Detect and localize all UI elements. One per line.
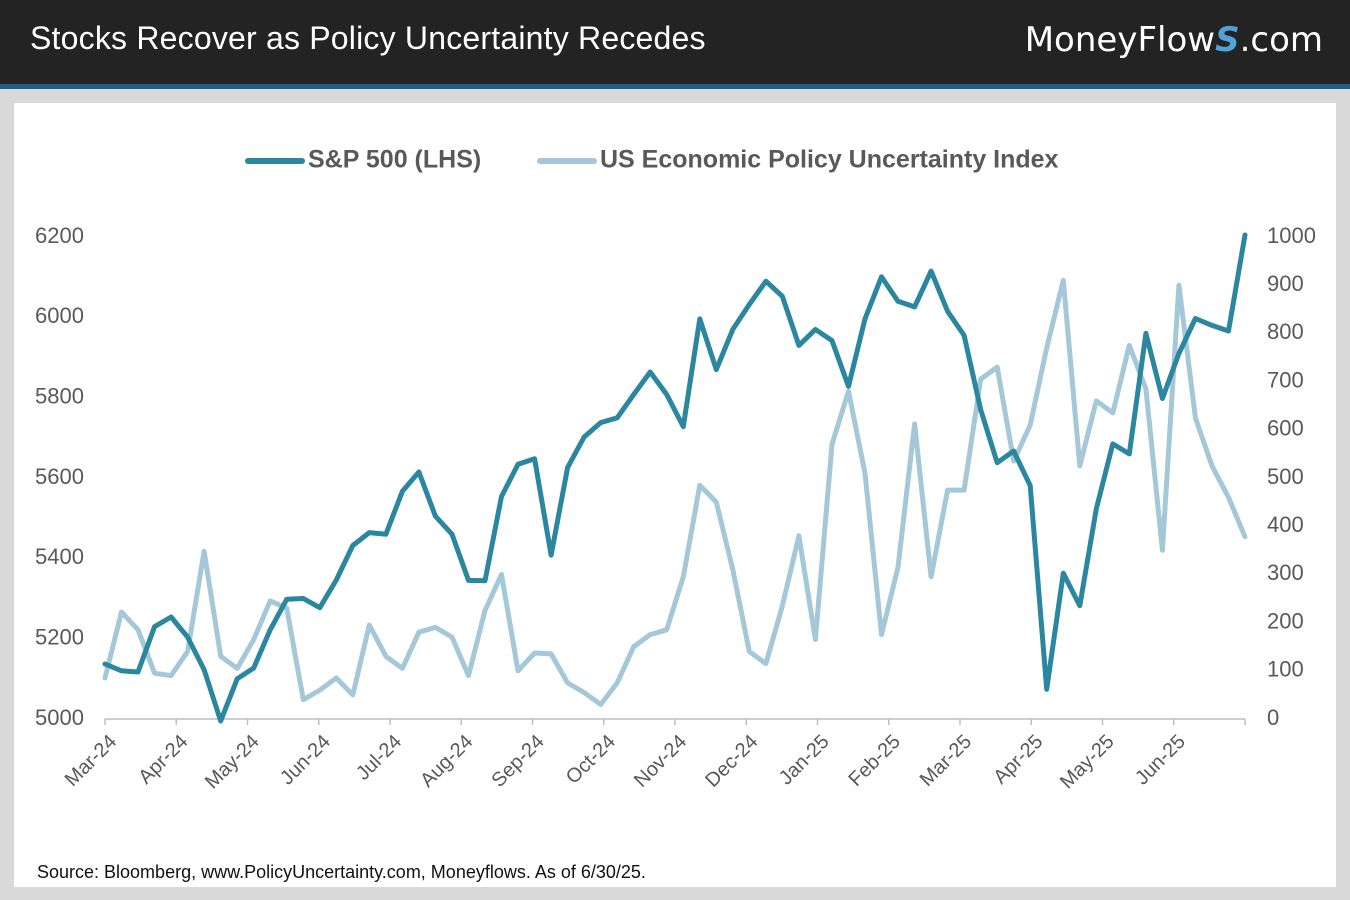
- x-tick-label: Aug-24: [416, 731, 477, 792]
- source-note: Source: Bloomberg, www.PolicyUncertainty…: [37, 862, 646, 882]
- sp500-line: [102, 232, 1248, 724]
- y-right-tick-label: 1000: [1267, 223, 1316, 248]
- y-left-tick-label: 6200: [35, 223, 84, 248]
- x-tick-label: Mar-24: [61, 731, 121, 791]
- y-right-tick-label: 200: [1267, 608, 1304, 633]
- legend-epu-label: US Economic Policy Uncertainty Index: [600, 146, 1059, 174]
- y-left-tick-label: 5400: [35, 544, 84, 569]
- x-tick-label: Apr-24: [134, 731, 192, 789]
- y-left-tick-label: 6000: [35, 303, 84, 328]
- x-tick-label: Oct-24: [562, 731, 620, 789]
- x-tick-label: Dec-24: [701, 731, 762, 792]
- x-tick-label: Jun-24: [276, 731, 335, 790]
- x-tick-label: May-24: [201, 731, 264, 794]
- brand-s: S: [1215, 20, 1240, 60]
- x-tick-label: Jun-25: [1131, 731, 1190, 790]
- y-right-tick-label: 800: [1267, 319, 1304, 344]
- x-tick-label: Jan-25: [775, 731, 834, 790]
- brand-main: MoneyFlow: [1024, 20, 1216, 60]
- y-left-tick-label: 5600: [35, 464, 84, 489]
- y-right-tick-label: 0: [1267, 705, 1279, 730]
- y-right-tick-label: 600: [1267, 416, 1304, 441]
- x-tick-label: May-25: [1056, 731, 1119, 794]
- x-tick-label: Nov-24: [630, 731, 691, 792]
- epu-line: [102, 277, 1248, 707]
- x-tick-label: Mar-25: [916, 731, 976, 791]
- x-tick-label: Apr-25: [989, 731, 1047, 789]
- y-right-tick-label: 500: [1267, 464, 1304, 489]
- y-left-tick-label: 5000: [35, 705, 84, 730]
- y-right-tick-label: 100: [1267, 657, 1304, 682]
- brand-logo: MoneyFlowS.com: [1025, 20, 1323, 60]
- header-rule: [0, 84, 1350, 89]
- x-tick-label: Sep-24: [487, 731, 548, 792]
- y-left-tick-label: 5800: [35, 383, 84, 408]
- x-tick-label: Jul-24: [352, 731, 406, 785]
- y-right-tick-label: 400: [1267, 512, 1304, 537]
- brand-tld: .com: [1239, 20, 1323, 60]
- header-bar: Stocks Recover as Policy Uncertainty Rec…: [0, 0, 1350, 84]
- y-right-tick-label: 300: [1267, 560, 1304, 585]
- page-title: Stocks Recover as Policy Uncertainty Rec…: [30, 20, 706, 56]
- x-tick-label: Feb-25: [845, 731, 905, 791]
- y-left-tick-label: 5200: [35, 624, 84, 649]
- chart-panel: [14, 103, 1336, 887]
- y-right-tick-label: 900: [1267, 271, 1304, 296]
- legend-sp500-label: S&P 500 (LHS): [308, 146, 481, 174]
- y-right-tick-label: 700: [1267, 367, 1304, 392]
